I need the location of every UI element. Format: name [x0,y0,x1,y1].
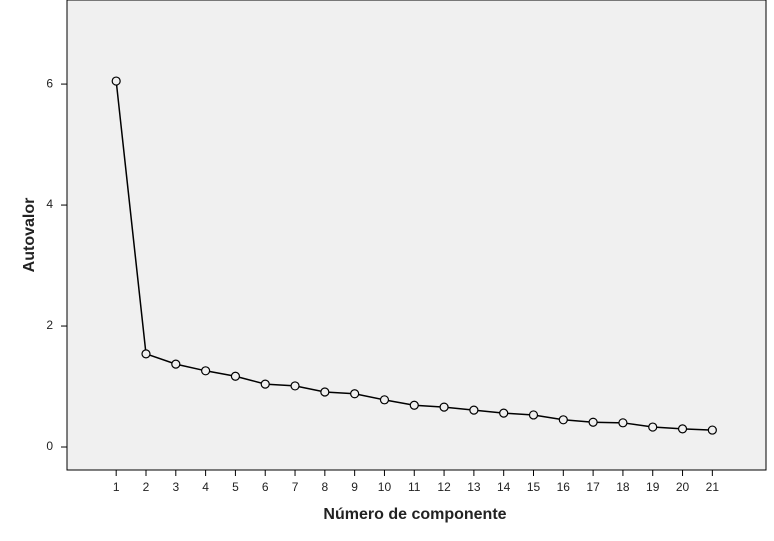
data-point [111,76,121,86]
x-tick-label: 18 [616,480,630,494]
x-tick-label: 1 [113,480,120,494]
data-point [588,417,598,427]
x-tick-label: 4 [202,480,209,494]
x-tick-label: 12 [437,480,451,494]
data-point [439,402,449,412]
x-tick-label: 14 [497,480,511,494]
x-tick-label: 5 [232,480,239,494]
x-tick-label: 19 [646,480,660,494]
x-tick-label: 6 [262,480,269,494]
y-tick-label: 6 [46,76,53,90]
x-tick-label: 15 [527,480,541,494]
data-point [201,366,211,376]
x-tick-label: 9 [351,480,358,494]
data-point [707,425,717,435]
data-point [499,408,509,418]
x-axis-title: Número de componente [323,506,506,523]
x-tick-label: 16 [557,480,571,494]
data-point [290,381,300,391]
y-tick-label: 4 [46,197,53,211]
data-point [409,400,419,410]
x-tick-label: 17 [586,480,600,494]
x-tick-label: 7 [292,480,299,494]
x-tick-label: 20 [676,480,690,494]
data-point [171,359,181,369]
data-point [469,405,479,415]
data-point [320,387,330,397]
x-tick-label: 11 [408,480,421,494]
data-point [677,424,688,434]
data-point [230,371,241,381]
x-tick-label: 8 [321,480,328,494]
data-point [528,410,539,420]
x-tick-label: 2 [143,480,150,494]
data-point [558,415,568,425]
data-point [350,389,360,399]
data-point [260,379,270,389]
data-point [379,395,390,405]
x-tick-label: 3 [172,480,179,494]
data-point [648,422,658,432]
x-tick-label: 10 [378,480,392,494]
plot-area [66,0,767,471]
x-tick-label: 21 [706,480,720,494]
data-point [141,349,151,359]
x-tick-label: 13 [467,480,481,494]
y-axis-title: Autovalor [21,198,38,273]
y-tick-label: 2 [46,318,53,332]
y-tick-label: 0 [46,439,53,453]
data-point [618,418,628,428]
